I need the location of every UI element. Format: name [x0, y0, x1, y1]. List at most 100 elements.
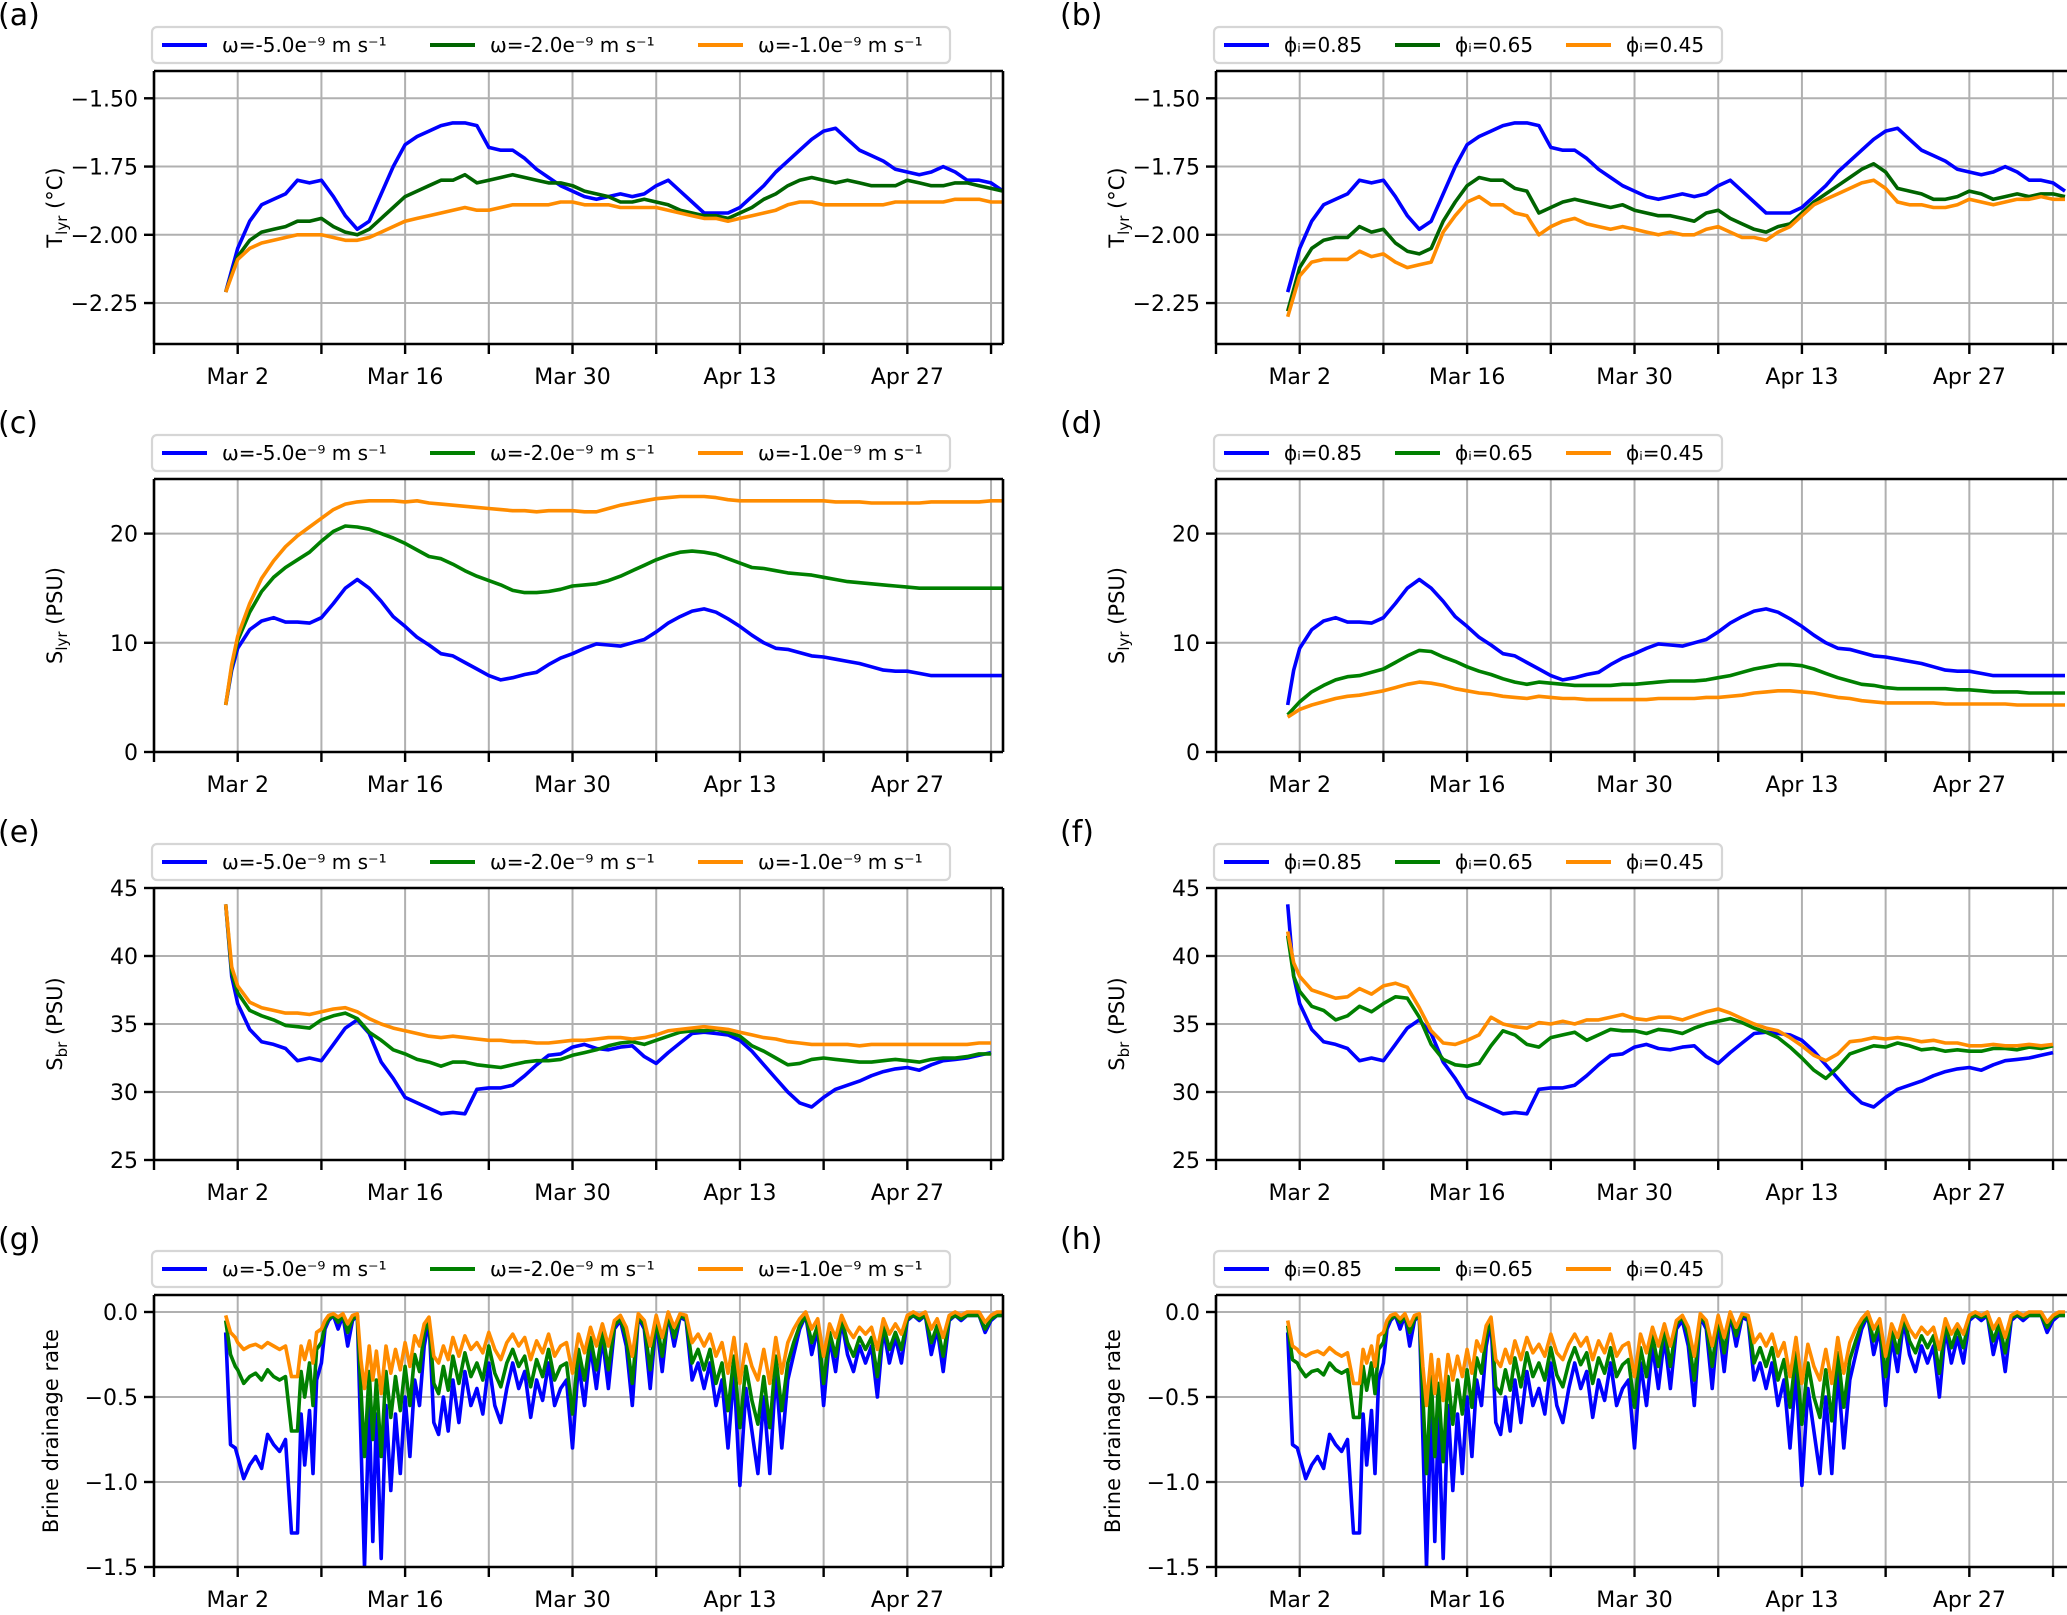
- x-tick-label: Apr 27: [871, 773, 944, 798]
- legend-entry-2: ϕᵢ=0.65: [1455, 441, 1533, 465]
- legend: ϕᵢ=0.85 ϕᵢ=0.65 ϕᵢ=0.45: [1212, 25, 1724, 65]
- y-axis-label: Tlyr (°C): [43, 167, 71, 248]
- series-group: [223, 1310, 1003, 1567]
- series-line-3: [1285, 1310, 2065, 1408]
- series-line-1: [1285, 577, 2065, 706]
- x-tick-label: Apr 13: [703, 1588, 776, 1613]
- legend-entry-3: ω=-1.0e⁻⁹ m s⁻¹: [758, 441, 923, 465]
- y-tick-label: 0: [1186, 741, 1200, 766]
- x-tick-label: Mar 30: [1596, 773, 1673, 798]
- y-axis-label-main: S: [43, 651, 67, 664]
- panel-e: (e) Mar 2 Mar 16 Mar 30 Apr 13 Apr 27 25 30 35 40…: [0, 815, 1005, 1206]
- x-tick-label: Apr 27: [871, 365, 944, 390]
- legend-entry-2: ω=-2.0e⁻⁹ m s⁻¹: [490, 1257, 655, 1281]
- y-axis-label-unit: (PSU): [43, 567, 67, 631]
- y-axis-label: Sbr (PSU): [43, 977, 71, 1070]
- y-tick-label: 25: [110, 1149, 138, 1174]
- legend-box: [1212, 842, 1724, 882]
- y-tick-label: 35: [1172, 1013, 1200, 1038]
- series-line-3: [1285, 178, 2065, 318]
- series-group: [223, 494, 1003, 706]
- y-tick-label: −1.0: [1147, 1471, 1200, 1496]
- legend: ω=-5.0e⁻⁹ m s⁻¹ ω=-2.0e⁻⁹ m s⁻¹ ω=-1.0e⁻⁹ …: [150, 433, 952, 473]
- x-tick-label: Mar 30: [534, 1588, 611, 1613]
- x-tick-label: Mar 30: [534, 365, 611, 390]
- y-tick-label: 0.0: [103, 1301, 138, 1326]
- y-tick-label: −1.75: [1133, 156, 1200, 181]
- y-axis-label: Tlyr (°C): [1105, 167, 1133, 248]
- x-tick-label: Mar 16: [367, 773, 444, 798]
- x-tick-label: Apr 27: [1933, 1588, 2006, 1613]
- series-line-3: [1286, 680, 2065, 719]
- legend-entry-2: ω=-2.0e⁻⁹ m s⁻¹: [490, 441, 655, 465]
- x-tick-label: Apr 13: [703, 1181, 776, 1206]
- x-tick-label: Mar 30: [1596, 1181, 1673, 1206]
- legend: ϕᵢ=0.85 ϕᵢ=0.65 ϕᵢ=0.45: [1212, 842, 1724, 882]
- x-tick-label: Apr 13: [1765, 365, 1838, 390]
- legend-entry-3: ϕᵢ=0.45: [1626, 441, 1704, 465]
- x-tick-label: Mar 2: [206, 1181, 269, 1206]
- series-line-1: [1285, 121, 2067, 293]
- y-tick-label: −1.75: [71, 156, 138, 181]
- y-tick-label: 30: [1172, 1081, 1200, 1106]
- series-group: [1285, 1310, 2065, 1567]
- y-tick-label: −1.5: [85, 1556, 138, 1581]
- legend: ω=-5.0e⁻⁹ m s⁻¹ ω=-2.0e⁻⁹ m s⁻¹ ω=-1.0e⁻⁹ …: [150, 842, 952, 882]
- legend-entry-2: ω=-2.0e⁻⁹ m s⁻¹: [490, 33, 655, 57]
- legend-box: [1212, 1249, 1724, 1289]
- series-line-1: [223, 121, 1003, 293]
- legend-entry-1: ϕᵢ=0.85: [1284, 33, 1362, 57]
- y-axis-label-subscript: lyr: [1115, 215, 1133, 235]
- series-line-1: [223, 1311, 1003, 1567]
- legend: ω=-5.0e⁻⁹ m s⁻¹ ω=-2.0e⁻⁹ m s⁻¹ ω=-1.0e⁻⁹ …: [150, 25, 952, 65]
- y-tick-label: 40: [1172, 945, 1200, 970]
- x-tick-label: Mar 2: [1268, 1181, 1331, 1206]
- panel-label: (d): [1060, 406, 1102, 441]
- series-line-3: [224, 197, 1003, 293]
- y-axis-label: Sbr (PSU): [1105, 977, 1133, 1070]
- series-line-2: [223, 524, 1003, 706]
- y-axis-label-unit: (PSU): [43, 977, 67, 1041]
- panel-a: (a) Mar 2 Mar 16 Mar 30 Apr 13 Apr 27 −1.50 −1.…: [0, 0, 1005, 390]
- x-tick-label: Mar 30: [534, 1181, 611, 1206]
- panel-label: (g): [0, 1222, 40, 1257]
- y-axis-label-unit: (°C): [1105, 167, 1129, 215]
- y-axis-label: Brine drainage rate: [39, 1329, 63, 1533]
- y-axis-label-main: S: [1105, 651, 1129, 664]
- panel-label: (a): [0, 0, 40, 33]
- y-tick-label: 45: [110, 877, 138, 902]
- x-tick-label: Mar 2: [1268, 365, 1331, 390]
- panel-d: (d) Mar 2 Mar 16 Mar 30 Apr 13 Apr 27 0 10 20 Sly…: [1060, 406, 2067, 798]
- panel-label: (c): [0, 406, 38, 441]
- y-axis-label-unit: (PSU): [1105, 977, 1129, 1041]
- series-group: [223, 121, 1003, 293]
- series-line-2: [1285, 935, 2054, 1081]
- y-tick-label: 20: [110, 523, 138, 548]
- x-tick-label: Mar 30: [1596, 365, 1673, 390]
- y-tick-label: 20: [1172, 523, 1200, 548]
- x-tick-label: Mar 2: [1268, 773, 1331, 798]
- x-tick-label: Apr 27: [1933, 365, 2006, 390]
- series-group: [1285, 121, 2067, 318]
- x-tick-label: Mar 2: [206, 773, 269, 798]
- x-tick-label: Mar 16: [367, 1181, 444, 1206]
- y-tick-label: −2.00: [71, 224, 138, 249]
- legend-entry-1: ω=-5.0e⁻⁹ m s⁻¹: [222, 1257, 387, 1281]
- x-tick-label: Mar 2: [206, 365, 269, 390]
- legend-entry-1: ϕᵢ=0.85: [1284, 850, 1362, 874]
- panel-label: (b): [1060, 0, 1102, 33]
- legend-entry-2: ϕᵢ=0.65: [1455, 850, 1533, 874]
- legend-entry-2: ϕᵢ=0.65: [1455, 1257, 1533, 1281]
- y-axis-label-main: T: [43, 235, 67, 249]
- series-line-1: [1285, 904, 2054, 1116]
- y-axis-label: Brine drainage rate: [1101, 1329, 1125, 1533]
- y-axis-label-subscript: lyr: [53, 631, 71, 651]
- y-tick-label: 40: [110, 945, 138, 970]
- y-axis-label-unit: (PSU): [1105, 567, 1129, 631]
- legend-entry-1: ω=-5.0e⁻⁹ m s⁻¹: [222, 850, 387, 874]
- series-line-3: [223, 1310, 1003, 1396]
- legend-box: [1212, 433, 1724, 473]
- legend: ω=-5.0e⁻⁹ m s⁻¹ ω=-2.0e⁻⁹ m s⁻¹ ω=-1.0e⁻⁹ …: [150, 1249, 952, 1289]
- legend-entry-3: ϕᵢ=0.45: [1626, 33, 1704, 57]
